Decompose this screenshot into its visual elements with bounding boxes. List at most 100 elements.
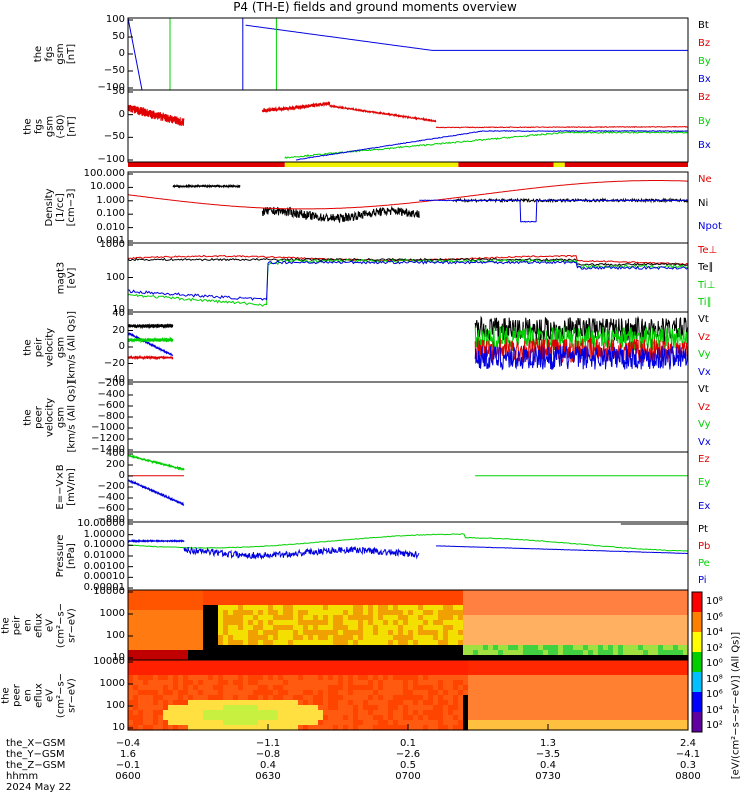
spectrogram-cell [488, 695, 494, 701]
spectrogram-cell [163, 705, 169, 711]
spectrogram-cell [568, 630, 574, 636]
spectrogram-cell [153, 665, 159, 671]
spectrogram-cell [573, 675, 579, 681]
spectrogram-cell [613, 590, 619, 596]
spectrogram-cell [348, 655, 354, 661]
spectrogram-cell [268, 630, 274, 636]
spectrogram-cell [528, 595, 534, 601]
y-tick-label: 1.000 [96, 194, 125, 206]
spectrogram-cell [303, 635, 309, 641]
spectrogram-cell [373, 690, 379, 696]
spectrogram-cell [198, 650, 204, 656]
spectrogram-cell [583, 645, 589, 651]
spectrogram-cell [313, 605, 319, 611]
spectrogram-cell [368, 670, 374, 676]
spectrogram-cell [238, 625, 244, 631]
spectrogram-cell [223, 715, 229, 721]
series-te-par [127, 257, 689, 267]
spectrogram-cell [258, 710, 264, 716]
spectrogram-cell [273, 675, 279, 681]
spectrogram-cell [318, 725, 324, 731]
spectrogram-cell [293, 630, 299, 636]
spectrogram-cell [613, 630, 619, 636]
spectrogram-cell [208, 690, 214, 696]
colorbar-cell [692, 694, 702, 696]
spectrogram-cell [138, 695, 144, 701]
spectrogram-cell [368, 725, 374, 731]
spectrogram-cell [233, 675, 239, 681]
spectrogram-cell [563, 630, 569, 636]
spectrogram-cell [398, 700, 404, 706]
spectrogram-cell [548, 600, 554, 606]
spectrogram-cell [583, 705, 589, 711]
spectrogram-cell [463, 620, 469, 626]
spectrogram-cell [258, 720, 264, 726]
spectrogram-cell [543, 630, 549, 636]
legend-ez: Ez [698, 454, 710, 465]
spectrogram-cell [228, 600, 234, 606]
spectrogram-cell [208, 620, 214, 626]
spectrogram-cell [278, 650, 284, 656]
spectrogram-cell [143, 660, 149, 666]
spectrogram-cell [543, 605, 549, 611]
spectrogram-cell [483, 715, 489, 721]
spectrogram-cell [183, 595, 189, 601]
colorbar-cell [692, 719, 702, 721]
spectrogram-cell [548, 670, 554, 676]
spectrogram-cell [563, 665, 569, 671]
spectrogram-cell [193, 625, 199, 631]
spectrogram-cell [428, 690, 434, 696]
spectrogram-cell [168, 725, 174, 731]
spectrogram-cell [143, 705, 149, 711]
y-tick-label: −600 [97, 400, 125, 411]
spectrogram-cell [538, 670, 544, 676]
colorbar-cell [692, 728, 702, 730]
y-tick-label: −200 [97, 481, 125, 492]
spectrogram-cell [353, 700, 359, 706]
spectrogram-cell [598, 590, 604, 596]
y-tick-label: 200 [105, 459, 125, 470]
spectrogram-cell [233, 650, 239, 656]
spectrogram-cell [583, 675, 589, 681]
spectrogram-cell [173, 685, 179, 691]
spectrogram-cell [653, 695, 659, 701]
spectrogram-cell [243, 670, 249, 676]
spectrogram-cell [153, 685, 159, 691]
y-tick-label: −800 [97, 411, 125, 422]
spectrogram-cell [393, 710, 399, 716]
legend-by: By [698, 56, 711, 67]
spectrogram-cell [253, 695, 259, 701]
y-axis-label-line: E=−V×B [55, 464, 66, 510]
spectrogram-cell [368, 675, 374, 681]
spectrogram-cell [173, 715, 179, 721]
spectrogram-cell [433, 725, 439, 731]
spectrogram-cell [248, 670, 254, 676]
spectrogram-cell [668, 595, 674, 601]
spectrogram-cell [658, 660, 664, 666]
spectrogram-cell [168, 605, 174, 611]
spectrogram-cell [543, 695, 549, 701]
spectrogram-cell [628, 625, 634, 631]
spectrogram-cell [328, 680, 334, 686]
y-tick-label: −50 [103, 131, 125, 143]
spectrogram-cell [508, 630, 514, 636]
spectrogram-cell [378, 590, 384, 596]
spectrogram-cell [518, 670, 524, 676]
spectrogram-cell [153, 720, 159, 726]
spectrogram-cell [518, 690, 524, 696]
spectrogram-cell [168, 695, 174, 701]
spectrogram-cell [293, 625, 299, 631]
spectrogram-cell [508, 605, 514, 611]
spectrogram-cell [428, 600, 434, 606]
spectrogram-cell [408, 680, 414, 686]
spectrogram-cell [173, 625, 179, 631]
spectrogram-cell [318, 680, 324, 686]
spectrogram-cell [553, 705, 559, 711]
spectrogram-cell [488, 690, 494, 696]
spectrogram-cell [328, 625, 334, 631]
x-row-value: −4.1 [675, 749, 701, 760]
spectrogram-cell [598, 710, 604, 716]
spectrogram-cell [568, 670, 574, 676]
spectrogram-cell [603, 720, 609, 726]
